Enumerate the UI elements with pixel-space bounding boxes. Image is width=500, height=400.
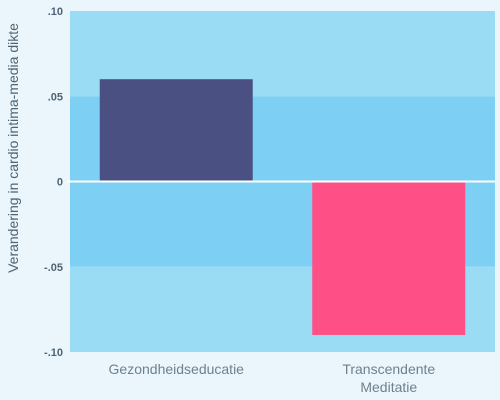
- x-category-label: Gezondheidseducatie: [109, 361, 245, 377]
- y-tick-label: .10: [48, 6, 63, 18]
- bar-1: [312, 181, 466, 335]
- y-tick-label: -.10: [44, 347, 63, 359]
- bars: [99, 79, 466, 335]
- x-axis-categories: Gezondheidseducatie Transcendente Meditati…: [109, 361, 436, 395]
- bar-0: [99, 79, 253, 182]
- x-category-label: Transcendente Meditatie: [342, 361, 435, 395]
- y-tick-label: -.05: [44, 262, 63, 274]
- y-axis-ticks: .10 .05 0 -.05 -.10: [44, 6, 63, 359]
- y-tick-label: .05: [48, 91, 63, 103]
- y-axis-label: Verandering in cardio intima-media dikte: [5, 23, 21, 273]
- y-tick-label: 0: [57, 177, 63, 189]
